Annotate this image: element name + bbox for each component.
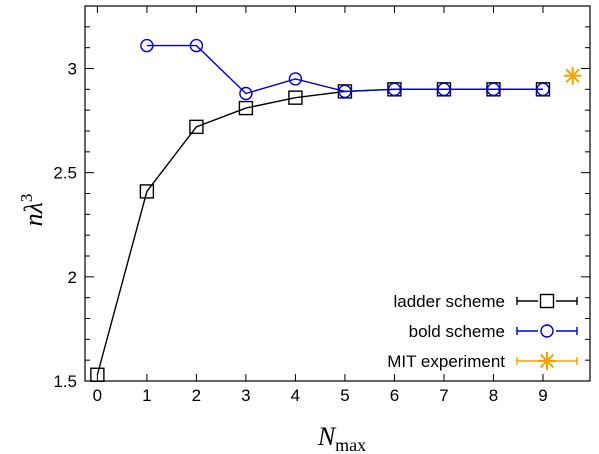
legend-label: MIT experiment bbox=[387, 352, 505, 371]
tick-labels: 0 1 2 3 4 5 6 7 8 9 1.5 2 2.5 3 bbox=[53, 60, 547, 406]
series-layer bbox=[90, 38, 582, 382]
legend-item: MIT experiment bbox=[387, 352, 578, 371]
tick-marks bbox=[85, 6, 590, 382]
legend-label: bold scheme bbox=[409, 322, 505, 341]
x-tick-label: 2 bbox=[192, 386, 201, 405]
data-point bbox=[288, 72, 303, 86]
data-point bbox=[338, 84, 352, 99]
legend-item: bold scheme bbox=[409, 322, 578, 341]
x-tick-label: 9 bbox=[538, 386, 547, 405]
legend-marker bbox=[539, 293, 555, 309]
marker-stroke bbox=[565, 68, 580, 83]
y-axis-title-main: nλ bbox=[19, 202, 48, 226]
series-mit-experiment bbox=[563, 66, 582, 85]
x-axis-title-subscript: max bbox=[335, 435, 366, 454]
data-point bbox=[140, 38, 154, 53]
data-point bbox=[563, 66, 582, 85]
series-line bbox=[146, 44, 543, 95]
y-tick-label: 2.5 bbox=[53, 164, 77, 183]
data-point bbox=[189, 119, 204, 135]
data-point bbox=[486, 82, 501, 97]
x-tick-label: 1 bbox=[142, 386, 151, 405]
x-axis-title: Nmax bbox=[317, 422, 366, 454]
data-point bbox=[536, 82, 550, 97]
legend-item: ladder scheme bbox=[393, 292, 578, 311]
x-tick-label: 0 bbox=[93, 386, 102, 405]
data-point bbox=[90, 367, 105, 382]
legend: ladder scheme bold scheme MIT experiment bbox=[387, 292, 578, 371]
plot-frame bbox=[84, 5, 591, 382]
data-point bbox=[139, 184, 155, 199]
legend-label: ladder scheme bbox=[393, 292, 505, 311]
x-tick-label: 7 bbox=[439, 386, 448, 405]
legend-marker bbox=[540, 324, 554, 338]
legend-marker bbox=[538, 352, 556, 370]
x-tick-label: 5 bbox=[340, 386, 349, 405]
y-axis-title-superscript: 3 bbox=[17, 194, 36, 203]
data-point bbox=[189, 38, 204, 53]
legend-marker-bg bbox=[538, 292, 556, 310]
data-point bbox=[437, 82, 451, 97]
y-tick-label: 3 bbox=[68, 60, 77, 79]
x-tick-label: 8 bbox=[489, 386, 498, 405]
x-tick-label: 3 bbox=[241, 386, 250, 405]
y-axis-title: nλ3 bbox=[17, 194, 48, 227]
y-tick-label: 1.5 bbox=[53, 372, 77, 391]
x-axis-title-main: N bbox=[317, 422, 337, 451]
data-point bbox=[288, 90, 303, 105]
x-tick-label: 6 bbox=[390, 386, 399, 405]
x-tick-label: 4 bbox=[291, 386, 300, 405]
y-tick-label: 2 bbox=[68, 268, 77, 287]
data-point bbox=[387, 82, 402, 97]
data-point bbox=[239, 86, 253, 101]
data-point bbox=[238, 100, 254, 116]
marker-stroke bbox=[539, 353, 555, 369]
series-bold-scheme bbox=[140, 38, 550, 101]
